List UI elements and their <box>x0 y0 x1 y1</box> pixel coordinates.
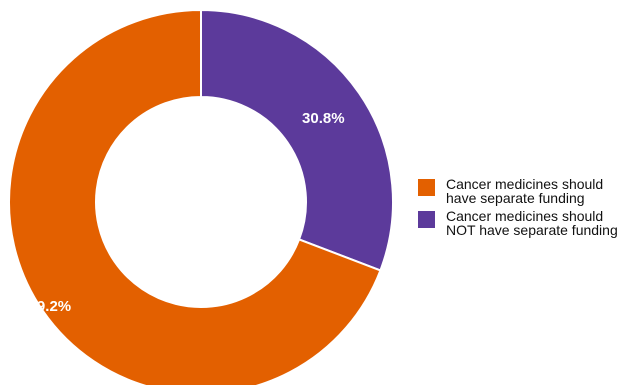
slice-not-separate-funding <box>200 8 394 272</box>
legend-swatch-separate-funding <box>418 179 435 196</box>
legend-item-not-separate-funding: Cancer medicines should NOT have separat… <box>418 209 622 237</box>
legend: Cancer medicines should have separate fu… <box>418 177 622 241</box>
data-label-not-separate-funding: 30.8% <box>302 110 345 127</box>
legend-swatch-not-separate-funding <box>418 211 435 228</box>
legend-label-separate-funding: Cancer medicines should have separate fu… <box>446 176 604 206</box>
legend-item-separate-funding: Cancer medicines should have separate fu… <box>418 177 622 205</box>
data-label-separate-funding: 69.2% <box>29 298 72 315</box>
slice-separate-funding <box>8 8 382 385</box>
legend-label-not-separate-funding: Cancer medicines should NOT have separat… <box>446 208 618 238</box>
